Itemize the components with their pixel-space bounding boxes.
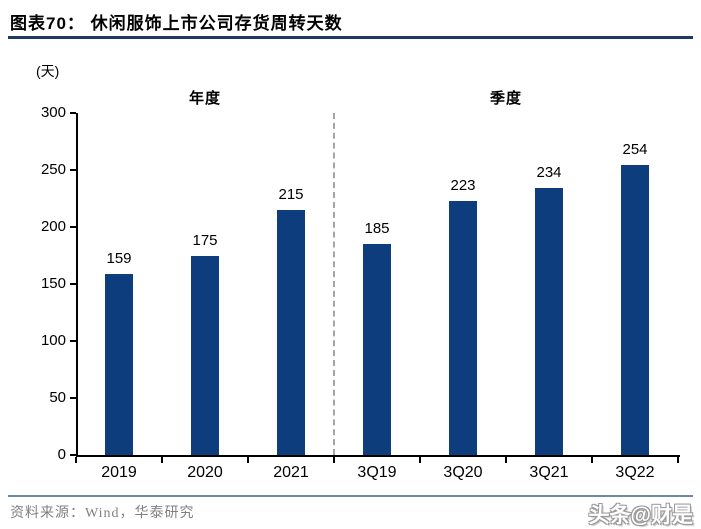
bar-3Q20 [449,200,477,455]
bar-value-label: 159 [106,249,132,267]
x-axis-tick [75,457,77,463]
group-label-quarterly: 季度 [489,90,522,107]
y-axis-tick-label: 250 [40,161,66,178]
bar-2021 [277,209,305,455]
bar-value-label: 223 [450,176,476,194]
y-axis-tick-label: 0 [57,446,66,463]
group-label-annual: 年度 [188,90,221,107]
footer-divider [8,495,693,497]
x-axis-tick [677,457,679,463]
x-axis-category-label: 2019 [101,464,137,481]
x-axis-category-label: 3Q21 [529,464,569,481]
x-axis-tick [247,457,249,463]
y-axis-unit-label: (天) [36,63,60,79]
y-axis-tick [70,454,76,456]
y-axis-line [76,113,78,455]
x-axis-tick [333,457,335,463]
bar-value-label: 175 [192,231,218,249]
title-divider [8,36,693,39]
bar-2020 [191,255,219,455]
x-axis-category-label: 2020 [187,464,223,481]
x-axis-tick [161,457,163,463]
chart-title: 图表70： 休闲服饰上市公司存货周转天数 [10,14,343,33]
bar-3Q22 [621,165,649,455]
x-axis-tick [505,457,507,463]
y-axis-tick-label: 100 [40,332,66,349]
x-axis-category-label: 3Q22 [615,464,655,481]
y-axis-tick [70,397,76,399]
y-axis-tick-label: 50 [49,389,66,406]
bar-value-label: 254 [622,141,648,159]
bar-value-label: 185 [364,220,390,238]
x-axis-category-label: 2021 [273,464,309,481]
bar-value-label: 215 [278,185,304,203]
source-note: 资料来源：Wind，华泰研究 [10,506,195,521]
y-axis-tick [70,283,76,285]
group-separator-dashed-line [333,113,335,455]
x-axis-category-label: 3Q20 [443,464,483,481]
y-axis-tick [70,112,76,114]
y-axis-tick [70,169,76,171]
x-axis-tick [419,457,421,463]
y-axis-tick [70,340,76,342]
bar-3Q21 [535,188,563,455]
y-axis-tick-label: 200 [40,218,66,235]
x-axis-category-label: 3Q19 [357,464,397,481]
watermark: 头条@财是 [588,504,693,527]
bar-2019 [105,273,133,455]
y-axis-tick-label: 300 [40,104,66,121]
bar-3Q19 [363,244,391,455]
y-axis-tick [70,226,76,228]
bar-value-label: 234 [536,164,562,182]
x-axis-tick [591,457,593,463]
y-axis-tick-label: 150 [40,275,66,292]
x-axis-line [76,455,680,457]
